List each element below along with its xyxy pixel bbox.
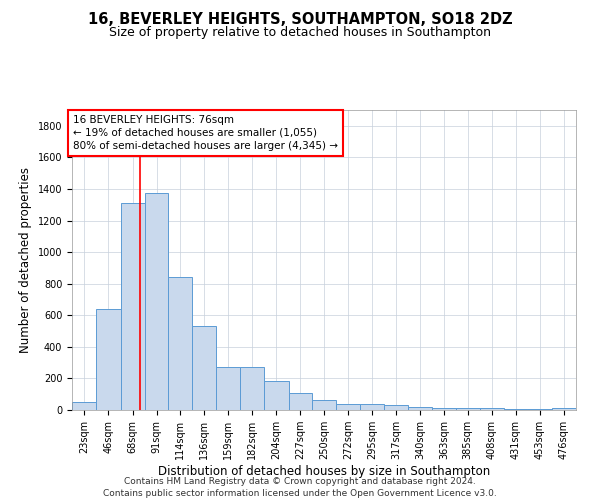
Bar	[72, 402, 97, 410]
Text: 16 BEVERLEY HEIGHTS: 76sqm
← 19% of detached houses are smaller (1,055)
80% of s: 16 BEVERLEY HEIGHTS: 76sqm ← 19% of deta…	[73, 114, 338, 151]
Bar	[215, 366, 240, 410]
Bar	[527, 409, 551, 410]
Bar	[480, 408, 504, 410]
Y-axis label: Number of detached properties: Number of detached properties	[19, 167, 32, 353]
Bar	[289, 394, 312, 410]
Bar	[433, 408, 455, 410]
Bar	[408, 407, 433, 410]
Bar	[551, 408, 576, 410]
Bar	[455, 408, 480, 410]
Text: 16, BEVERLEY HEIGHTS, SOUTHAMPTON, SO18 2DZ: 16, BEVERLEY HEIGHTS, SOUTHAMPTON, SO18 …	[88, 12, 512, 28]
Bar	[240, 368, 265, 410]
Text: Contains HM Land Registry data © Crown copyright and database right 2024.
Contai: Contains HM Land Registry data © Crown c…	[103, 476, 497, 498]
Bar	[504, 409, 527, 410]
Bar	[361, 404, 383, 410]
Bar	[145, 193, 168, 410]
Bar	[193, 326, 215, 410]
Bar	[383, 406, 408, 410]
Bar	[336, 404, 361, 410]
Bar	[265, 381, 289, 410]
Bar	[312, 400, 336, 410]
Text: Size of property relative to detached houses in Southampton: Size of property relative to detached ho…	[109, 26, 491, 39]
Bar	[97, 309, 121, 410]
Bar	[168, 276, 193, 410]
X-axis label: Distribution of detached houses by size in Southampton: Distribution of detached houses by size …	[158, 465, 490, 478]
Bar	[121, 203, 145, 410]
